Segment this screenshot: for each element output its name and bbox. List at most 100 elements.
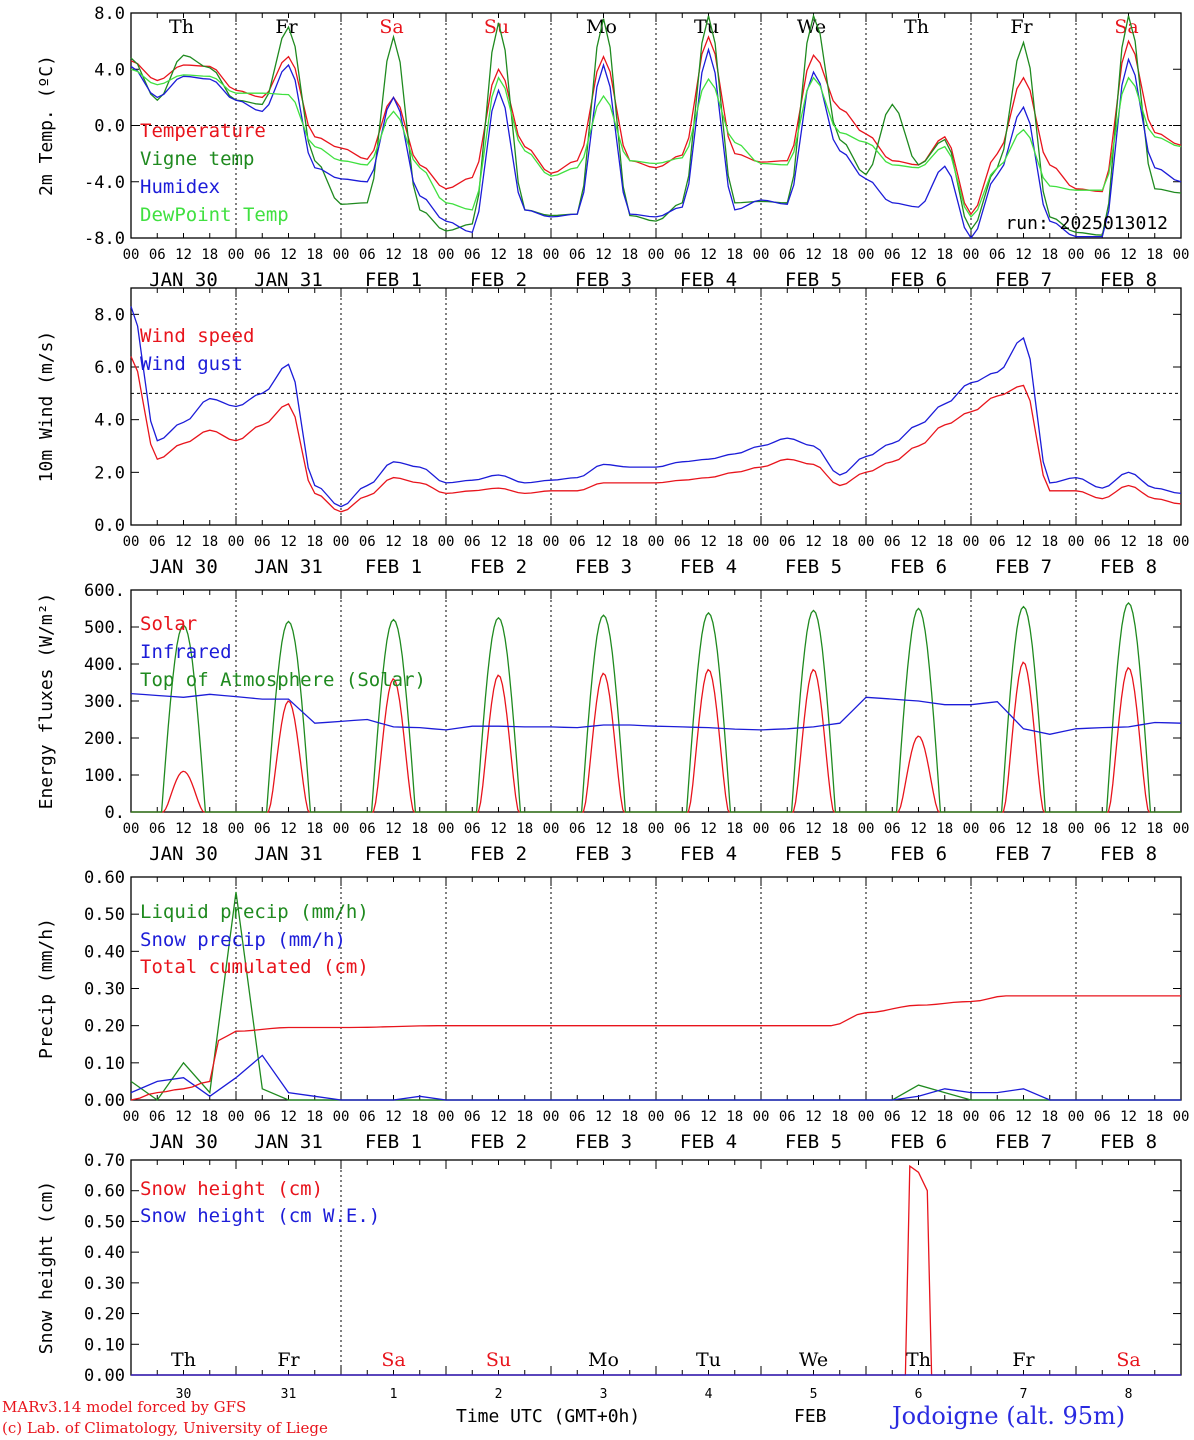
hour-tick-label: 18 bbox=[306, 1109, 323, 1125]
hour-tick-label: 06 bbox=[1094, 534, 1111, 550]
footer-day-number: 4 bbox=[705, 1387, 713, 1402]
footer-day-number: 3 bbox=[600, 1387, 608, 1402]
date-label: FEB 8 bbox=[1100, 269, 1157, 291]
hour-tick-label: 00 bbox=[963, 1109, 980, 1125]
hour-tick-label: 00 bbox=[123, 1109, 140, 1125]
hour-tick-label: 18 bbox=[306, 821, 323, 837]
hour-tick-label: 18 bbox=[516, 247, 533, 263]
hour-tick-label: 12 bbox=[700, 534, 717, 550]
series-line bbox=[130, 1054, 1181, 1101]
hour-tick-label: 12 bbox=[175, 247, 192, 263]
date-label: FEB 7 bbox=[995, 843, 1052, 865]
day-name: Tu bbox=[694, 16, 719, 38]
hour-tick-label: 06 bbox=[884, 534, 901, 550]
hour-tick-label: 18 bbox=[1146, 247, 1163, 263]
hour-tick-label: 00 bbox=[963, 247, 980, 263]
hour-tick-label: 18 bbox=[726, 821, 743, 837]
hour-tick-label: 06 bbox=[779, 247, 796, 263]
hour-tick-label: 18 bbox=[411, 247, 428, 263]
hour-tick-label: 18 bbox=[201, 1109, 218, 1125]
hour-tick-label: 06 bbox=[149, 534, 166, 550]
panel-3: 600. 500. 400. 300. 200. 100. 0. Energy fluxes … bbox=[36, 581, 1189, 865]
y-tick-label: 0.10 bbox=[84, 1335, 125, 1355]
hour-tick-label: 12 bbox=[490, 247, 507, 263]
legend-entry: Snow precip (mm/h) bbox=[140, 929, 346, 951]
hour-tick-label: 12 bbox=[700, 1109, 717, 1125]
hour-tick-label: 06 bbox=[989, 534, 1006, 550]
hour-tick-label: 12 bbox=[805, 1109, 822, 1125]
hour-tick-label: 06 bbox=[359, 1109, 376, 1125]
date-label: FEB 8 bbox=[1100, 1131, 1157, 1153]
date-label: FEB 5 bbox=[785, 1131, 842, 1153]
hour-tick-label: 18 bbox=[1146, 821, 1163, 837]
hour-tick-label: 00 bbox=[228, 534, 245, 550]
day-name: Th bbox=[171, 1349, 196, 1371]
hour-tick-label: 06 bbox=[464, 1109, 481, 1125]
date-label: FEB 8 bbox=[1100, 843, 1157, 865]
hour-tick-label: 12 bbox=[175, 821, 192, 837]
y-tick-label: 300. bbox=[84, 692, 125, 712]
date-label: FEB 6 bbox=[890, 843, 947, 865]
y-tick-label: -8.0 bbox=[84, 229, 125, 249]
y-tick-label: 0.00 bbox=[84, 1091, 125, 1111]
hour-tick-label: 12 bbox=[385, 1109, 402, 1125]
hour-tick-label: 12 bbox=[700, 247, 717, 263]
hour-tick-label: 06 bbox=[464, 247, 481, 263]
day-name: Mo bbox=[588, 1349, 619, 1371]
hour-tick-label: 12 bbox=[280, 534, 297, 550]
hour-tick-label: 12 bbox=[595, 1109, 612, 1125]
date-label: FEB 3 bbox=[575, 556, 632, 578]
hour-tick-label: 12 bbox=[805, 821, 822, 837]
hour-tick-label: 00 bbox=[1173, 1109, 1190, 1125]
y-tick-label: 0.10 bbox=[84, 1054, 125, 1074]
legend-entry: Snow height (cm W.E.) bbox=[140, 1205, 380, 1227]
hour-tick-label: 12 bbox=[805, 247, 822, 263]
hour-tick-label: 18 bbox=[726, 534, 743, 550]
date-label: FEB 1 bbox=[365, 269, 422, 291]
y-tick-label: 0.70 bbox=[84, 1151, 125, 1171]
hour-tick-label: 12 bbox=[280, 247, 297, 263]
hour-tick-label: 12 bbox=[910, 534, 927, 550]
hour-tick-label: 06 bbox=[149, 247, 166, 263]
legend-entry: Wind speed bbox=[140, 325, 254, 347]
date-label: FEB 3 bbox=[575, 843, 632, 865]
date-label: FEB 5 bbox=[785, 843, 842, 865]
y-tick-label: 400. bbox=[84, 655, 125, 675]
hour-tick-label: 18 bbox=[831, 1109, 848, 1125]
series-group bbox=[130, 306, 1182, 513]
y-tick-label: 8.0 bbox=[94, 305, 125, 325]
hour-tick-label: 06 bbox=[674, 821, 691, 837]
day-name: We bbox=[797, 16, 826, 38]
hour-tick-label: 00 bbox=[123, 821, 140, 837]
hour-tick-label: 06 bbox=[149, 1109, 166, 1125]
hour-tick-label: 06 bbox=[989, 247, 1006, 263]
panel-4: 0.60 0.50 0.40 0.30 0.20 0.10 0.00 Precip (mm/h… bbox=[36, 868, 1189, 1153]
hour-tick-label: 12 bbox=[385, 534, 402, 550]
footer-day-number: 6 bbox=[915, 1387, 923, 1402]
hour-tick-label: 06 bbox=[359, 247, 376, 263]
footer-day-number: 7 bbox=[1020, 1387, 1028, 1402]
footer-day-number: 8 bbox=[1125, 1387, 1133, 1402]
date-label: FEB 1 bbox=[365, 556, 422, 578]
series-line bbox=[130, 306, 1182, 508]
date-label: FEB 7 bbox=[995, 269, 1052, 291]
series-line bbox=[130, 68, 1182, 218]
day-name: Sa bbox=[381, 1349, 405, 1371]
date-label: FEB 3 bbox=[575, 1131, 632, 1153]
y-tick-label: 500. bbox=[84, 618, 125, 638]
legend-entry: Humidex bbox=[140, 176, 220, 198]
date-label: FEB 2 bbox=[470, 556, 527, 578]
hour-tick-label: 12 bbox=[1015, 821, 1032, 837]
legend-entry: Temperature bbox=[140, 120, 266, 142]
hour-tick-label: 00 bbox=[123, 534, 140, 550]
y-tick-label: 600. bbox=[84, 581, 125, 601]
hour-tick-label: 18 bbox=[516, 534, 533, 550]
hour-tick-label: 06 bbox=[569, 1109, 586, 1125]
hour-tick-label: 12 bbox=[1120, 1109, 1137, 1125]
hour-tick-label: 00 bbox=[753, 247, 770, 263]
legend-entry: DewPoint Temp bbox=[140, 204, 289, 226]
hour-tick-label: 12 bbox=[910, 1109, 927, 1125]
y-tick-label: 0.0 bbox=[94, 516, 125, 536]
hour-tick-label: 00 bbox=[858, 1109, 875, 1125]
footer-day-number: 2 bbox=[495, 1387, 503, 1402]
